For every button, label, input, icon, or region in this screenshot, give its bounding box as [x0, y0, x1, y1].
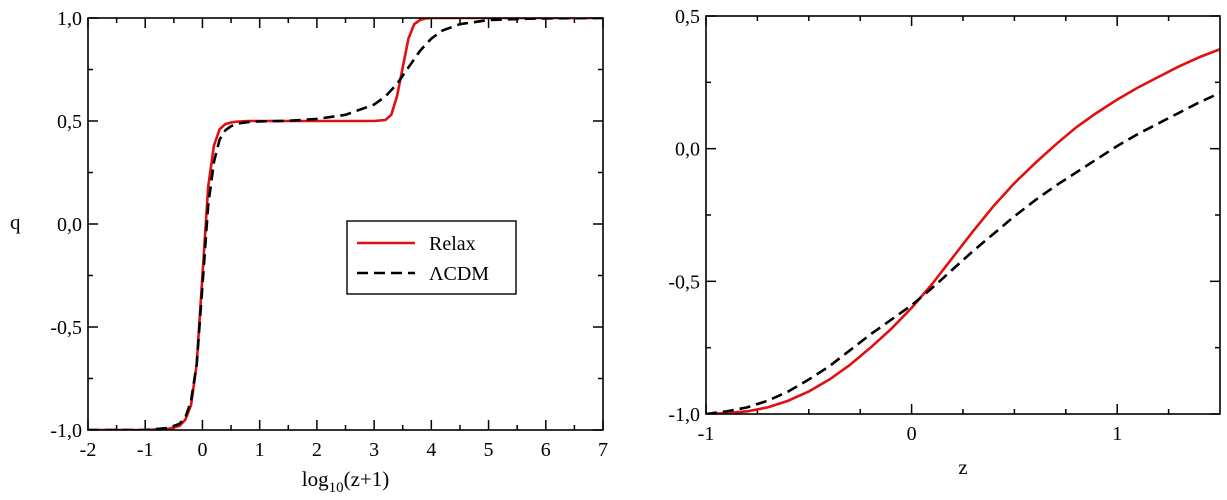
right-y-tick-label: 0,5 [675, 6, 700, 28]
left-x-tick-label: 2 [312, 439, 322, 461]
left-y-axis-title: q [10, 210, 21, 234]
left-series-relax-line [88, 18, 603, 430]
left-x-tick-label: -1 [137, 439, 154, 461]
left-x-tick-label: -2 [80, 439, 97, 461]
chart-left: -2 -1 0 1 2 3 4 5 6 7 -1,0 -0,5 0,0 0,5 1,0 log10(z+1) q… [10, 8, 608, 496]
left-x-tick-label: 5 [484, 439, 494, 461]
left-x-tick-label: 0 [197, 439, 207, 461]
legend: Relax ΛCDM [346, 220, 517, 295]
left-x-tick-label: 6 [541, 439, 551, 461]
right-series-group [706, 47, 1220, 414]
left-y-tick-label: 0,5 [57, 111, 82, 133]
left-x-tick-label: 1 [255, 439, 265, 461]
left-y-tick-label: 0,0 [57, 214, 82, 236]
left-x-tick-label: 4 [426, 439, 436, 461]
left-series-group [88, 18, 603, 430]
left-ticks [87, 17, 604, 431]
right-plot-frame [705, 15, 1221, 415]
right-y-tick-label: -1,0 [668, 404, 700, 426]
left-x-tick-label: 7 [598, 439, 608, 461]
left-y-tick-label: -1,0 [50, 420, 82, 442]
right-series-relax-line [706, 47, 1220, 414]
left-y-tick-label: 1,0 [57, 8, 82, 30]
right-x-tick-label: -1 [698, 423, 715, 445]
right-series-lcdm-line [706, 91, 1220, 414]
right-x-axis-title: z [958, 455, 967, 479]
left-x-axis-title: log10(z+1) [302, 467, 390, 496]
right-ticks [705, 15, 1220, 415]
left-y-tick-label: -0,5 [50, 317, 82, 339]
legend-box [346, 220, 517, 295]
left-x-tick-label: 3 [369, 439, 379, 461]
right-y-tick-label: 0,0 [675, 139, 700, 161]
chart-right: -1 0 1 -1,0 -0,5 0,0 0,5 z [668, 6, 1221, 479]
left-series-lcdm-line [88, 18, 603, 430]
legend-label-lcdm: ΛCDM [429, 263, 489, 285]
right-x-tick-label: 0 [907, 423, 917, 445]
left-plot-frame [87, 17, 604, 431]
right-x-tick-label: 1 [1112, 423, 1122, 445]
legend-label-relax: Relax [429, 233, 476, 255]
right-y-tick-label: -0,5 [668, 271, 700, 293]
